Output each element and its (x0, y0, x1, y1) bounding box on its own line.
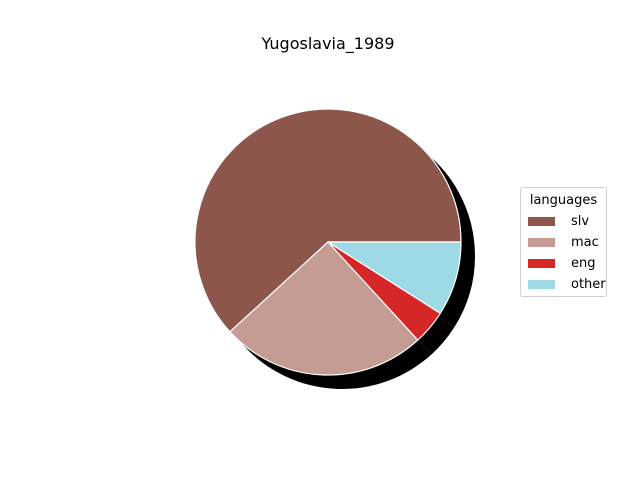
legend-swatch (528, 280, 555, 289)
legend-swatch (528, 217, 555, 226)
legend-item-slv: slv (521, 211, 606, 232)
legend-item-other: other (521, 274, 606, 295)
legend-item-eng: eng (521, 253, 606, 274)
legend-label: mac (571, 235, 599, 250)
legend-label: eng (571, 256, 596, 271)
chart-title: Yugoslavia_1989 (261, 34, 395, 53)
legend-swatch (528, 238, 555, 247)
legend-title: languages (529, 193, 598, 208)
pie-slices (194, 108, 462, 376)
legend-swatch (528, 259, 555, 268)
legend-item-mac: mac (521, 232, 606, 253)
pie-slice-other (327, 241, 462, 314)
legend: languages slv mac eng other (520, 187, 607, 297)
legend-items: slv mac eng other (521, 211, 606, 295)
legend-label: other (571, 277, 606, 292)
pie-slice-mac (229, 241, 419, 376)
legend-label: slv (571, 214, 590, 229)
pie-slice-slv (194, 108, 462, 333)
